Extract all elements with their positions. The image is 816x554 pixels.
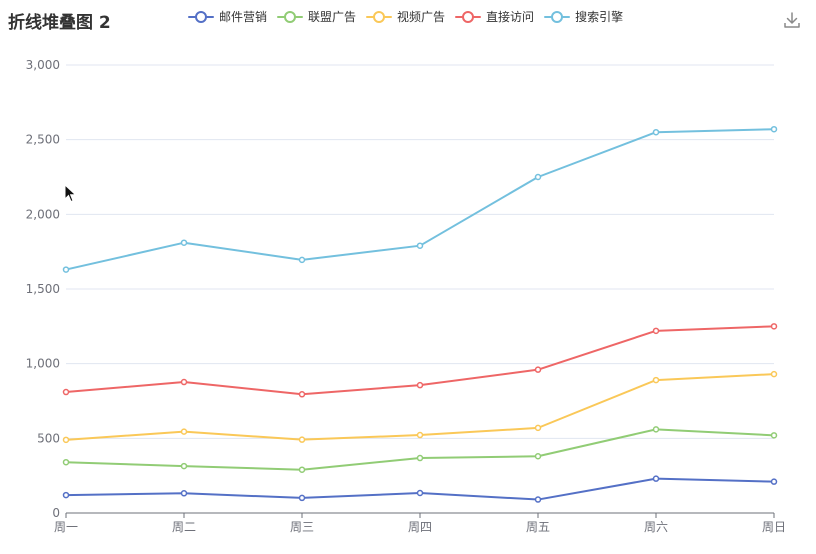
data-point [416,381,424,389]
data-point [298,391,306,398]
data-point [770,323,778,330]
data-point [180,490,188,497]
legend-item[interactable]: 视频广告 [366,8,445,25]
legend-label: 视频广告 [397,10,446,24]
x-tick-label: 周一 [54,520,78,534]
data-point [180,239,188,246]
data-point [534,424,542,432]
legend-item[interactable]: 搜索引擎 [544,8,623,25]
data-point [534,366,542,373]
data-point [62,266,70,273]
legend-item[interactable]: 直接访问 [455,8,534,25]
data-point [62,458,70,466]
legend-label: 邮件营销 [219,10,268,24]
x-tick-label: 周三 [290,520,314,534]
legend-item[interactable]: 邮件营销 [188,8,267,25]
data-point [534,173,542,181]
data-point [298,256,306,264]
legend-swatch-icon [455,10,482,24]
data-point [534,453,542,460]
legend-swatch-icon [366,10,393,24]
data-point [416,431,424,439]
legend-label: 联盟广告 [308,10,357,24]
chart-title: 折线堆叠图 2 [8,13,111,33]
data-point [652,327,660,335]
x-tick-label: 周五 [526,520,550,534]
data-point [298,436,306,443]
y-tick-label: 2,000 [26,207,60,221]
data-point [416,242,424,249]
legend-swatch-icon [188,10,214,24]
data-point [180,462,188,470]
y-tick-label: 1,500 [26,282,60,296]
data-point [62,436,70,444]
data-point [416,489,424,497]
y-tick-label: 0 [52,506,60,520]
x-tick-label: 周六 [644,520,668,534]
series-line [65,477,775,501]
legend: 邮件营销 联盟广告 视频广告 直接访问 搜索引擎 [188,8,623,25]
data-point [534,496,542,503]
legend-label: 直接访问 [486,10,535,24]
data-point [416,454,424,462]
data-point [180,378,188,386]
data-point [652,475,660,482]
data-point [652,426,660,433]
y-tick-label: 500 [37,431,60,445]
mouse-cursor-icon [64,184,77,203]
data-point [770,478,778,485]
data-point [652,376,660,384]
data-point [298,494,306,502]
x-tick-label: 周日 [762,520,786,534]
legend-swatch-icon [277,10,304,24]
data-point [62,388,70,396]
data-point [62,491,70,499]
data-point [652,128,660,136]
data-point [180,428,188,435]
y-tick-label: 1,000 [26,357,60,371]
legend-item[interactable]: 联盟广告 [277,8,356,25]
y-tick-label: 3,000 [26,58,60,72]
x-tick-label: 周二 [172,520,196,534]
data-point [770,125,778,133]
y-tick-label: 2,500 [26,133,60,147]
legend-label: 搜索引擎 [575,10,624,24]
data-point [770,370,778,378]
data-point [770,432,778,439]
legend-swatch-icon [544,10,571,24]
data-point [298,466,306,473]
download-icon[interactable] [782,10,802,30]
x-tick-label: 周四 [408,520,432,534]
